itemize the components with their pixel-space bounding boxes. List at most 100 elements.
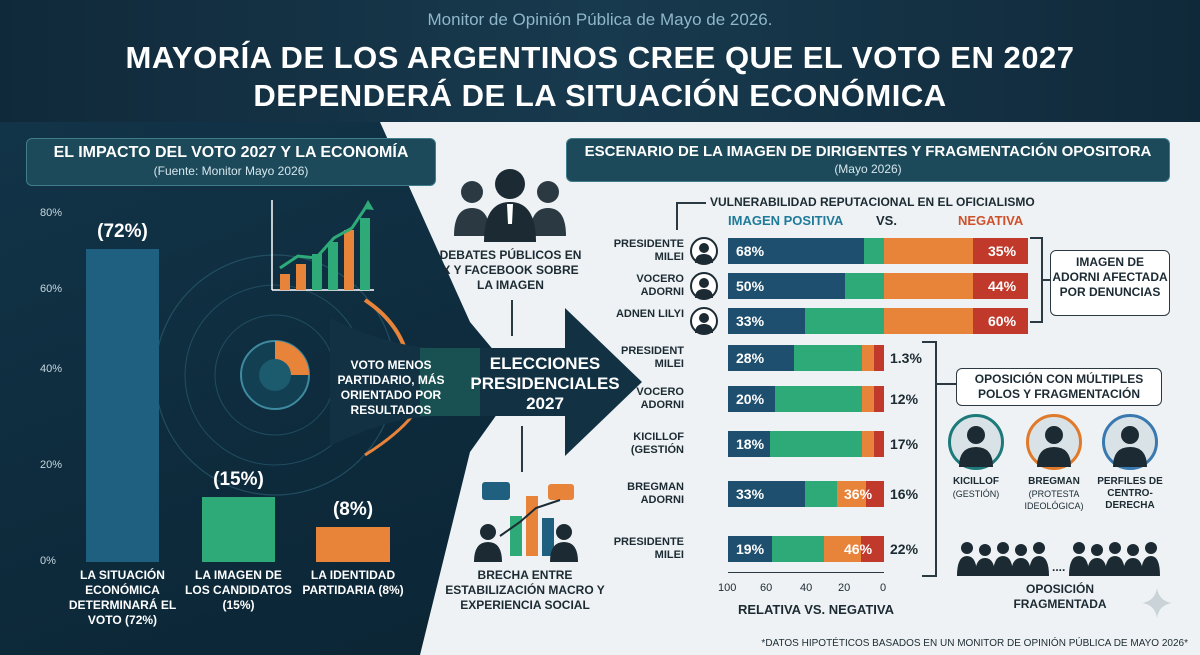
bar-value-label: (15%) [213,468,264,490]
opposition-name: BREGMAN [1028,476,1080,487]
left-panel-title-text: EL IMPACTO DEL VOTO 2027 Y LA ECONOMÍA [53,144,409,161]
row-label: VOCERO ADORNI [636,386,684,411]
positive-bar-navy [728,273,845,299]
negative-bar-orange [862,345,874,371]
adorni-note-box: IMAGEN DE ADORNI AFECTADA POR DENUNCIAS [1050,250,1170,316]
positive-bar-navy [728,431,771,457]
positive-value-label: 33% [736,486,765,502]
x-tick-label: 0 [880,582,887,594]
negative-bar-red [866,481,884,507]
positive-value-label: 68% [736,243,765,259]
negative-bar-red [861,536,884,562]
negative-bar-orange [884,308,974,334]
page-title-line-2: DEPENDERÁ DE LA SITUACIÓN ECONÓMICA [253,78,947,113]
connector-line-bottom [521,426,523,472]
opposition-avatar [1102,414,1158,470]
person-avatar [690,307,718,335]
vuln-bracket-vertical [676,202,678,230]
elections-arrow [330,308,642,456]
economy-vote-bar-chart: 80% 60% 40% 20% 0% (72%) LA SITUACIÓN ECONÓMIC… [40,207,404,627]
elecciones-text: ELECCIONES PRESIDENCIALES 2027 [470,354,620,413]
positive-value-label: 33% [736,313,765,329]
side-value-label: 17% [890,436,919,452]
y-tick-label: 80% [40,207,63,219]
x-tick-label: 40 [800,582,813,594]
vuln-bracket-line [676,202,706,204]
opposition-name: PERFILES DE CENTRO-DERECHA [1097,476,1163,511]
opposition-note-box: OPOSICIÓN CON MÚLTIPLES POLOS Y FRAGMENT… [956,368,1162,406]
positive-bar-navy [728,345,794,371]
positive-bar-green [845,273,884,299]
y-tick-label: 40% [40,363,63,375]
kicker-text: Monitor de Opinión Pública de Mayo de 20… [427,10,773,29]
bar [86,248,159,562]
side-value-label: 1.3% [890,350,922,366]
row-label: PRESIDENTE MILEI [613,238,684,263]
right-panel-title-text: ESCENARIO DE LA IMAGEN DE DIRIGENTES Y F… [584,143,1152,160]
left-panel-subtitle: (Fuente: Monitor Mayo 2026) [153,164,309,178]
negative-bar-orange [862,431,874,457]
category-label: LA IDENTIDAD PARTIDARIA (8%) [302,568,404,597]
debates-text: DEBATES PÚBLICOS EN X Y FACEBOOK SOBRE L… [439,248,582,292]
negative-bar-orange [884,238,974,264]
row-label: BREGMAN ADORNI [627,481,684,506]
positive-bar-navy [728,386,775,412]
sparkle-icon [1142,588,1172,618]
left-panel-title: EL IMPACTO DEL VOTO 2027 Y LA ECONOMÍA (… [26,138,436,186]
negative-bar-orange [884,273,974,299]
negative-value-label: 44% [988,278,1017,294]
legend-negative: NEGATIVA [958,213,1024,228]
row-label: ADNEN LILYI [615,308,684,320]
x-tick-label: 60 [760,582,773,594]
negative-value-label: 36% [844,486,873,502]
negative-value-label: 46% [844,541,873,557]
bar [316,527,390,562]
negative-bar-red [874,431,884,457]
row-label: PRESIDENTE MILEI [613,536,684,561]
fragmented-label: OPOSICIÓN FRAGMENTADA [1013,582,1107,611]
negative-bar-orange [837,481,867,507]
side-value-label: 12% [890,391,919,407]
right-panel-subtitle: (Mayo 2026) [834,162,902,176]
meeting-chart-icon [474,482,578,562]
negative-value-label: 35% [988,243,1017,259]
row-label: VOCERO ADORNI [636,273,684,298]
positive-bar-navy [728,308,806,334]
positive-bar-green [864,238,884,264]
right-panel-title: ESCENARIO DE LA IMAGEN DE DIRIGENTES Y F… [566,138,1170,182]
y-tick-label: 20% [40,459,63,471]
x-axis-label: RELATIVA VS. NEGATIVA [738,602,895,617]
opposition-sub: (GESTIÓN) [952,489,1000,499]
category-label: LA SITUACIÓN ECONÓMICA DETERMINARÁ EL VO… [68,568,177,627]
positive-bar-navy [728,536,773,562]
negative-bar-red [874,345,884,371]
person-avatar [690,237,718,265]
category-label: LA IMAGEN DE LOS CANDIDATOS (15%) [185,568,292,612]
y-tick-label: 60% [40,283,63,295]
positive-bar-navy [728,481,806,507]
positive-value-label: 28% [736,350,765,366]
positive-value-label: 20% [736,391,765,407]
positive-value-label: 19% [736,541,765,557]
growth-chart-icon [271,200,374,291]
legend-positive: IMAGEN POSITIVA [728,213,844,228]
footnote: *DATOS HIPOTÉTICOS BASADOS EN UN MONITOR… [761,638,1188,649]
brecha-text: BRECHA ENTRE ESTABILIZACIÓN MACRO Y EXPE… [445,568,605,612]
crowd-icon [957,542,1160,576]
opposition-profiles: KICILLOF (GESTIÓN) BREGMAN (PROTESTA IDEOLÓ… [940,414,1180,524]
negative-bar-red [874,386,884,412]
negative-bar-orange [824,536,862,562]
person-avatar [690,272,718,300]
negative-value-label: 60% [988,313,1017,329]
negative-bar-red [973,273,1028,299]
y-tick-label: 0% [40,555,56,567]
bar [202,496,275,562]
opposition-name: KICILLOF [952,476,1000,487]
positive-bar-navy [728,238,864,264]
bar-value-label: (8%) [332,499,374,521]
opposition-sub: (PROTESTA IDEOLÓGICA) [1024,489,1084,511]
row-label: KICILLOF (GESTIÓN [630,431,684,456]
side-value-label: 16% [890,486,919,502]
people-group-icon [454,169,566,242]
vuln-title: VULNERABILIDAD REPUTACIONAL EN EL OFICIA… [710,195,1035,209]
